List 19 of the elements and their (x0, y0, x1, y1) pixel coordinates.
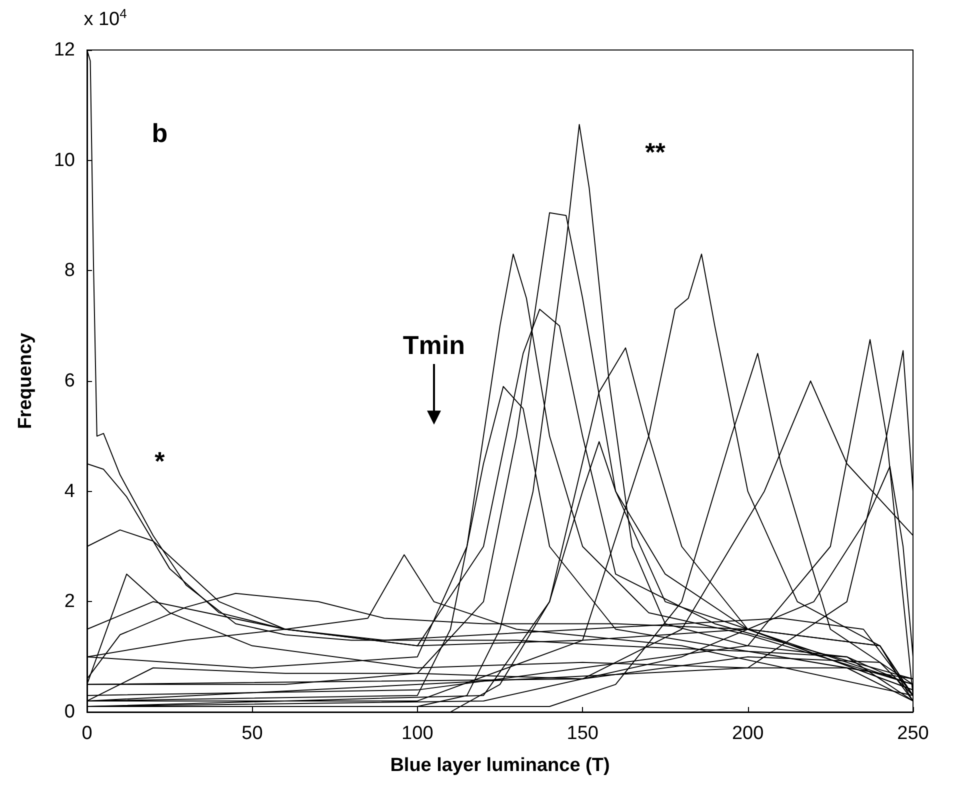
annotation: ** (645, 137, 666, 168)
y-tick-label: 2 (64, 591, 75, 612)
x-tick-label: 200 (732, 723, 764, 744)
y-tick-label: 4 (64, 480, 76, 502)
y-axis-title: Frequency (15, 332, 36, 430)
x-tick-label: 50 (242, 723, 263, 744)
annotation: Tmin (402, 330, 465, 360)
x-tick-label: 100 (402, 723, 434, 744)
y-tick-label: 0 (64, 702, 75, 722)
y-tick-label: 12 (54, 40, 75, 60)
x-tick-label: 250 (897, 723, 929, 744)
x-axis-title: Blue layer luminance (T) (390, 755, 610, 776)
y-tick-label: 6 (64, 370, 75, 392)
annotation: b (152, 118, 168, 148)
annotation: * (154, 446, 166, 476)
x-tick-label: 150 (566, 723, 598, 744)
x-tick-label: 0 (82, 723, 92, 744)
y-tick-label: 8 (64, 260, 75, 282)
y-tick-label: 10 (54, 150, 75, 171)
